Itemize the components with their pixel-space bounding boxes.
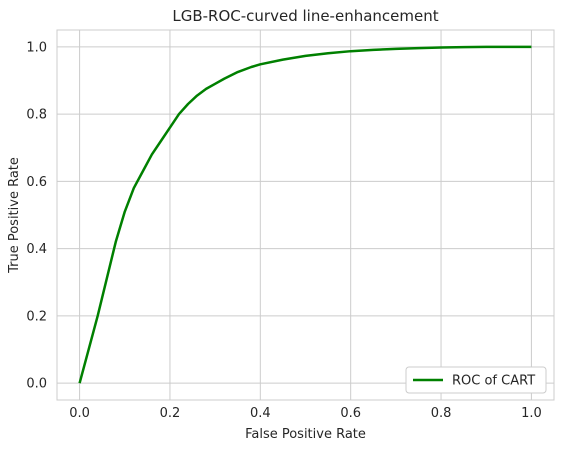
series-line [78, 45, 532, 384]
chart-title: LGB-ROC-curved line-enhancement [172, 7, 438, 25]
y-tick-label: 1.0 [26, 40, 47, 55]
plot-frame [56, 29, 555, 401]
y-tick-label: 0.2 [26, 309, 47, 324]
x-tick-label: 0.4 [250, 406, 271, 421]
x-tick-label: 0.2 [160, 406, 181, 421]
x-tick-label: 1.0 [521, 406, 542, 421]
plot-background [57, 30, 554, 400]
y-axis-label: True Positive Rate [7, 157, 22, 274]
x-axis-label: False Positive Rate [245, 427, 366, 442]
x-tick-label: 0.8 [431, 406, 452, 421]
y-tick-label: 0.6 [26, 175, 47, 190]
x-tick-labels: 0.0 0.2 0.4 0.6 0.8 1.0 [69, 406, 542, 421]
series-layer [78, 45, 532, 384]
x-tick-label: 0.0 [69, 406, 90, 421]
y-tick-label: 0.0 [26, 377, 47, 392]
y-tick-label: 0.8 [26, 108, 47, 123]
x-tick-label: 0.6 [340, 406, 361, 421]
legend-box [405, 366, 547, 394]
gridlines [57, 30, 554, 400]
y-tick-label: 0.4 [26, 242, 47, 257]
y-tick-labels: 0.0 0.2 0.4 0.6 0.8 1.0 [26, 40, 47, 391]
legend: ROC of CART [405, 366, 547, 394]
legend-label: ROC of CART [452, 374, 535, 389]
